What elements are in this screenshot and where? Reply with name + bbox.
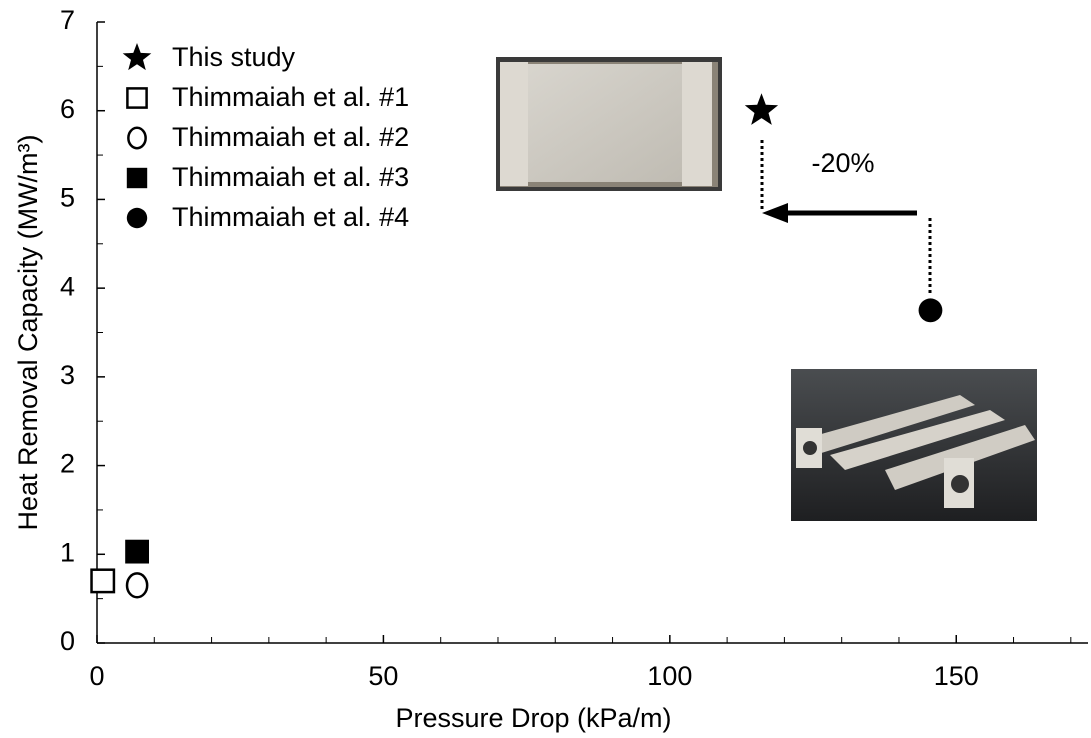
legend-label: Thimmaiah et al. #2 <box>172 122 409 152</box>
point <box>744 93 779 125</box>
point <box>90 568 116 594</box>
legend-marker <box>122 43 152 71</box>
x-axis-label: Pressure Drop (kPa/m) <box>395 703 671 733</box>
y-tick-label: 0 <box>60 626 75 656</box>
annotation: -20% <box>811 148 874 178</box>
annotation-arrow <box>760 140 932 294</box>
x-tick-label: 50 <box>368 661 398 691</box>
x-tick-label: 0 <box>89 661 104 691</box>
y-tick-label: 5 <box>60 183 75 213</box>
x-tick-label: 150 <box>934 661 979 691</box>
x-tick-label: 100 <box>647 661 692 691</box>
legend-label: This study <box>172 42 296 72</box>
photo-channels <box>791 369 1037 521</box>
y-tick-label: 4 <box>60 271 75 301</box>
y-tick-label: 2 <box>60 449 75 479</box>
y-tick-label: 3 <box>60 360 75 390</box>
legend-label: Thimmaiah et al. #1 <box>172 82 409 112</box>
legend-marker <box>126 207 148 229</box>
point <box>918 298 943 323</box>
legend-marker <box>126 87 148 109</box>
legend-label: Thimmaiah et al. #4 <box>172 202 409 232</box>
y-tick-label: 7 <box>60 5 75 35</box>
y-axis-label: Heat Removal Capacity (MW/m³) <box>13 134 43 530</box>
y-tick-label: 1 <box>60 537 75 567</box>
point <box>125 539 149 564</box>
legend-marker <box>126 167 148 189</box>
legend-marker <box>127 126 147 150</box>
point <box>125 572 149 599</box>
y-tick-label: 6 <box>60 94 75 124</box>
photo-plate <box>496 57 722 191</box>
legend-label: Thimmaiah et al. #3 <box>172 162 409 192</box>
